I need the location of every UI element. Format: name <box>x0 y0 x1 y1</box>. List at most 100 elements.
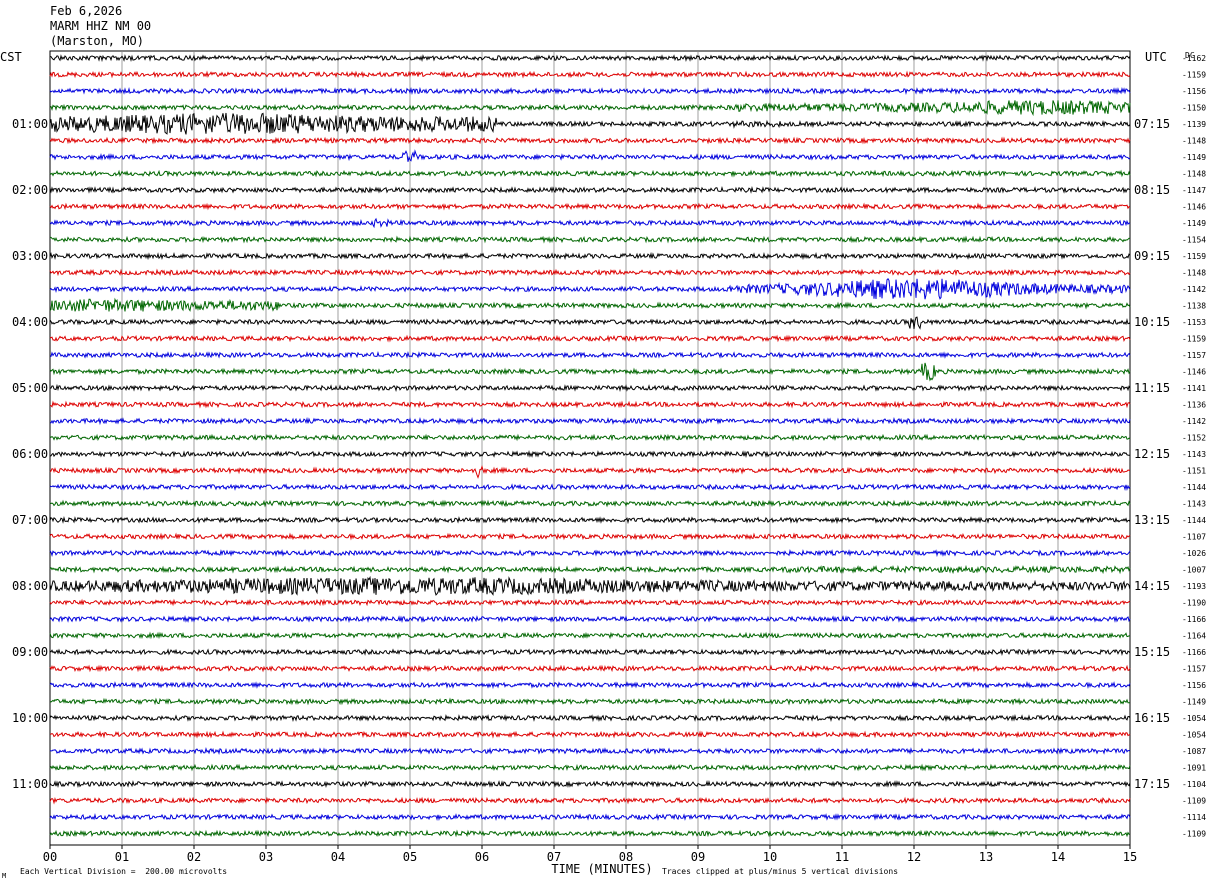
dc-offset-label: -1054 <box>1182 731 1206 740</box>
dc-offset-label: -1114 <box>1182 813 1206 822</box>
dc-offset-label: -1154 <box>1182 236 1206 245</box>
plot-frame <box>49 50 1131 846</box>
dc-offset-label: -1162 <box>1182 54 1206 63</box>
utc-hour-label: 10:15 <box>1134 315 1170 329</box>
trace-line-0 <box>50 54 1131 63</box>
utc-hour-label: 11:15 <box>1134 381 1170 395</box>
dc-offset-label: -1142 <box>1182 417 1206 426</box>
dc-offset-label: -1109 <box>1182 797 1206 806</box>
trace-line-47 <box>49 829 1131 838</box>
trace-line-12 <box>49 251 1131 261</box>
trace-line-8 <box>49 186 1131 194</box>
x-tick-label: 06 <box>475 850 489 864</box>
dc-offset-label: -1164 <box>1182 632 1206 641</box>
x-tick-label: 00 <box>43 850 57 864</box>
utc-hour-label: 17:15 <box>1134 777 1170 791</box>
trace-line-39 <box>49 697 1131 706</box>
trace-line-40 <box>49 714 1131 723</box>
dc-offset-label: -1136 <box>1182 401 1206 410</box>
dc-offset-label: -1142 <box>1182 285 1206 294</box>
trace-line-22 <box>49 416 1131 426</box>
x-tick-label: 09 <box>691 850 705 864</box>
dc-offset-header: DC <box>1185 51 1195 60</box>
dc-offset-label: -1146 <box>1182 203 1206 212</box>
dc-offset-label: -1159 <box>1182 71 1206 80</box>
dc-offset-label: -1159 <box>1182 335 1206 344</box>
utc-hour-label: 07:15 <box>1134 117 1170 131</box>
trace-line-17 <box>49 334 1131 343</box>
dc-offset-label: -1166 <box>1182 648 1206 657</box>
trace-line-18 <box>49 351 1131 360</box>
trace-line-45 <box>49 796 1131 805</box>
chart-date: Feb 6,2026 <box>50 4 123 18</box>
cst-hour-label: 06:00 <box>12 447 48 461</box>
dc-offset-label: -1152 <box>1182 434 1206 443</box>
dc-offset-label: -1148 <box>1182 137 1206 146</box>
dc-offset-label: -1159 <box>1182 252 1206 261</box>
trace-line-34 <box>49 614 1131 623</box>
station-id: MARM HHZ NM 00 <box>50 19 152 33</box>
dc-offset-label: -1156 <box>1182 681 1206 690</box>
utc-hour-label: 12:15 <box>1134 447 1170 461</box>
cst-hour-label: 09:00 <box>12 645 48 659</box>
dc-offset-label: -1153 <box>1182 318 1206 327</box>
dc-offset-label: -1144 <box>1182 516 1206 525</box>
trace-line-9 <box>49 202 1131 211</box>
trace-line-42 <box>49 746 1131 756</box>
trace-line-1 <box>49 70 1131 79</box>
dc-offset-label: -1107 <box>1182 533 1206 542</box>
trace-line-31 <box>49 564 1131 575</box>
clip-note: Traces clipped at plus/minus 5 vertical … <box>662 867 899 876</box>
x-tick-label: 10 <box>763 850 777 864</box>
x-tick-label: 02 <box>187 850 201 864</box>
dc-offset-label: -1141 <box>1182 384 1206 393</box>
minute-gridlines <box>49 50 1131 846</box>
x-tick-label: 11 <box>835 850 849 864</box>
trace-line-19 <box>49 362 1131 382</box>
dc-offset-label: -1148 <box>1182 170 1206 179</box>
trace-line-30 <box>49 549 1131 558</box>
trace-line-35 <box>49 631 1131 640</box>
cst-hour-label: 07:00 <box>12 513 48 527</box>
utc-hour-label: 14:15 <box>1134 579 1170 593</box>
trace-line-13 <box>49 268 1131 277</box>
dc-offset-label: -1157 <box>1182 665 1206 674</box>
dc-offset-label: -1190 <box>1182 599 1206 608</box>
trace-line-25 <box>49 465 1131 479</box>
dc-offset-label: -1156 <box>1182 87 1206 96</box>
axis-labels: -1162 -1159 -1156 -1150 -1139 -1148 -1149 -1148… <box>12 54 1206 876</box>
dc-offset-label: -1139 <box>1182 120 1206 129</box>
utc-hour-label: 15:15 <box>1134 645 1170 659</box>
x-tick-label: 15 <box>1123 850 1137 864</box>
cst-hour-label: 08:00 <box>12 579 48 593</box>
cst-hour-label: 10:00 <box>12 711 48 725</box>
trace-line-10 <box>49 217 1131 229</box>
trace-line-4 <box>49 112 1131 135</box>
dc-offset-label: -1007 <box>1182 566 1206 575</box>
utc-hour-label: 09:15 <box>1134 249 1170 263</box>
trace-line-21 <box>49 400 1131 409</box>
cst-hour-label: 01:00 <box>12 117 48 131</box>
x-axis-title: TIME (MINUTES) <box>551 862 652 876</box>
dc-offset-label: -1151 <box>1182 467 1206 476</box>
dc-offset-label: -1149 <box>1182 698 1206 707</box>
trace-line-20 <box>50 383 1131 392</box>
trace-line-26 <box>49 483 1131 491</box>
dc-offset-label: -1026 <box>1182 549 1206 558</box>
trace-line-38 <box>49 681 1131 690</box>
trace-line-3 <box>49 99 1131 117</box>
trace-line-11 <box>50 235 1131 244</box>
dc-offset-label: -1104 <box>1182 780 1206 789</box>
trace-line-32 <box>49 575 1131 596</box>
trace-line-43 <box>49 763 1131 772</box>
x-tick-label: 14 <box>1051 850 1065 864</box>
trace-line-5 <box>49 136 1131 145</box>
trace-line-44 <box>49 779 1131 788</box>
dc-offset-label: -1109 <box>1182 830 1206 839</box>
trace-line-23 <box>49 433 1131 442</box>
x-tick-label: 12 <box>907 850 921 864</box>
trace-line-27 <box>49 499 1131 508</box>
dc-offset-label: -1166 <box>1182 615 1206 624</box>
dc-offset-label: -1091 <box>1182 764 1206 773</box>
station-location: (Marston, MO) <box>50 34 144 48</box>
